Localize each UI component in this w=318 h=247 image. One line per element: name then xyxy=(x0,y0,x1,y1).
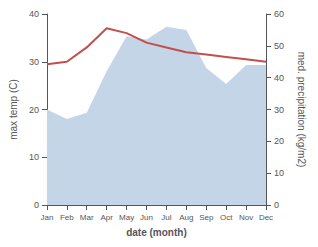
svg-text:Oct: Oct xyxy=(220,213,233,222)
svg-text:May: May xyxy=(119,213,134,222)
svg-text:40: 40 xyxy=(29,9,39,19)
svg-text:20: 20 xyxy=(29,105,39,115)
svg-text:Jan: Jan xyxy=(40,213,53,222)
svg-text:Sep: Sep xyxy=(199,213,214,222)
svg-text:Nov: Nov xyxy=(239,213,253,222)
svg-text:Mar: Mar xyxy=(80,213,94,222)
svg-text:60: 60 xyxy=(274,9,284,19)
svg-text:30: 30 xyxy=(274,105,284,115)
svg-text:0: 0 xyxy=(34,200,39,210)
svg-text:Aug: Aug xyxy=(179,213,193,222)
svg-text:30: 30 xyxy=(29,57,39,67)
svg-text:50: 50 xyxy=(274,41,284,51)
svg-text:max temp (C): max temp (C) xyxy=(8,79,19,140)
svg-text:Jul: Jul xyxy=(161,213,171,222)
svg-text:10: 10 xyxy=(274,168,284,178)
svg-text:20: 20 xyxy=(274,136,284,146)
svg-text:Jun: Jun xyxy=(140,213,153,222)
svg-text:Dec: Dec xyxy=(259,213,273,222)
svg-text:Apr: Apr xyxy=(100,213,113,222)
svg-text:date (month): date (month) xyxy=(126,227,187,238)
svg-text:0: 0 xyxy=(274,200,279,210)
svg-text:10: 10 xyxy=(29,152,39,162)
svg-text:40: 40 xyxy=(274,73,284,83)
svg-text:med. precipitation (kg/m2): med. precipitation (kg/m2) xyxy=(296,52,307,168)
svg-text:Feb: Feb xyxy=(60,213,74,222)
